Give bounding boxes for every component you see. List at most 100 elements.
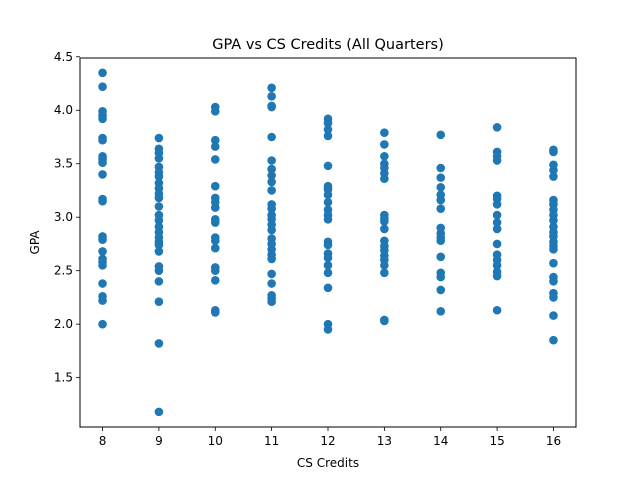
x-tick-label: 13 xyxy=(377,434,392,448)
data-point xyxy=(154,202,164,211)
y-tick-label: 4.0 xyxy=(54,103,73,117)
data-point xyxy=(98,82,107,92)
data-point xyxy=(98,68,107,78)
data-point xyxy=(267,171,276,180)
data-point xyxy=(323,118,333,128)
data-point xyxy=(492,218,502,227)
data-point xyxy=(267,254,276,264)
data-point xyxy=(549,293,558,302)
data-point xyxy=(436,236,446,246)
data-point xyxy=(154,216,164,225)
data-point xyxy=(267,279,276,288)
data-point xyxy=(380,268,389,278)
data-point xyxy=(267,92,276,101)
y-tick-label: 2.0 xyxy=(54,317,73,331)
data-point xyxy=(154,240,164,250)
data-point xyxy=(436,173,446,182)
data-point xyxy=(380,151,389,161)
data-point xyxy=(323,283,333,293)
data-point xyxy=(436,204,446,213)
y-axis: 1.5 2.0 2.5 3.0 3.5 4.0 4.5 xyxy=(54,50,80,385)
data-point xyxy=(154,247,164,256)
data-point xyxy=(210,181,220,191)
data-point xyxy=(380,128,389,138)
data-point xyxy=(98,170,107,179)
data-point xyxy=(323,190,333,200)
data-point xyxy=(154,407,164,417)
data-point xyxy=(267,225,276,235)
data-point xyxy=(210,218,220,227)
data-point xyxy=(210,236,220,246)
data-point xyxy=(98,296,107,305)
data-point xyxy=(323,261,333,270)
data-point xyxy=(436,307,446,316)
data-point xyxy=(154,277,164,286)
data-point xyxy=(154,297,164,307)
data-point xyxy=(323,240,333,250)
data-point xyxy=(267,186,276,195)
data-point xyxy=(154,193,164,203)
data-point xyxy=(492,123,502,132)
x-tick-label: 12 xyxy=(320,434,335,448)
data-point xyxy=(323,131,333,141)
data-point xyxy=(436,163,446,173)
data-point xyxy=(436,252,446,262)
data-point xyxy=(492,224,502,234)
data-point xyxy=(267,297,276,307)
data-point xyxy=(492,156,502,165)
chart-title: GPA vs CS Credits (All Quarters) xyxy=(212,37,444,53)
data-point xyxy=(549,258,558,268)
data-point xyxy=(549,172,558,181)
data-point xyxy=(323,197,333,207)
data-point xyxy=(98,135,107,145)
x-tick-label: 8 xyxy=(99,434,107,448)
x-tick-label: 10 xyxy=(208,434,223,448)
data-point xyxy=(323,215,333,224)
data-point xyxy=(549,335,558,345)
data-point xyxy=(380,261,389,270)
data-point xyxy=(436,130,446,140)
data-point xyxy=(323,325,333,334)
data-point xyxy=(549,311,558,320)
y-tick-label: 1.5 xyxy=(54,371,73,385)
x-axis-label: CS Credits xyxy=(297,456,359,470)
data-point xyxy=(154,339,164,348)
data-point xyxy=(323,125,333,134)
data-point xyxy=(210,142,220,151)
data-point xyxy=(154,266,164,275)
data-point xyxy=(492,305,502,315)
data-point xyxy=(436,182,446,192)
x-tick-label: 14 xyxy=(433,434,448,448)
data-point xyxy=(210,135,220,145)
data-point xyxy=(323,161,333,171)
data-point xyxy=(210,107,220,116)
data-point xyxy=(549,165,558,175)
data-point xyxy=(210,266,220,275)
data-point xyxy=(98,279,107,288)
points-layer xyxy=(98,68,558,417)
data-point xyxy=(380,174,389,183)
data-point xyxy=(549,147,558,157)
data-point xyxy=(492,271,502,281)
data-point xyxy=(210,203,220,212)
y-tick-label: 3.5 xyxy=(54,157,73,171)
data-point xyxy=(154,154,164,163)
data-point xyxy=(380,224,389,234)
data-point xyxy=(436,272,446,282)
data-point xyxy=(210,155,220,164)
data-point xyxy=(380,140,389,149)
data-point xyxy=(98,247,107,256)
data-point xyxy=(492,210,502,220)
data-point xyxy=(154,133,164,143)
data-point xyxy=(98,114,107,124)
data-point xyxy=(436,285,446,295)
data-point xyxy=(323,253,333,263)
data-point xyxy=(267,132,276,142)
data-point xyxy=(210,308,220,317)
data-point xyxy=(436,195,446,205)
x-axis: 8 9 10 11 12 13 14 15 16 xyxy=(99,427,561,448)
data-point xyxy=(492,200,502,209)
data-point xyxy=(98,319,107,329)
y-tick-label: 4.5 xyxy=(54,50,73,64)
